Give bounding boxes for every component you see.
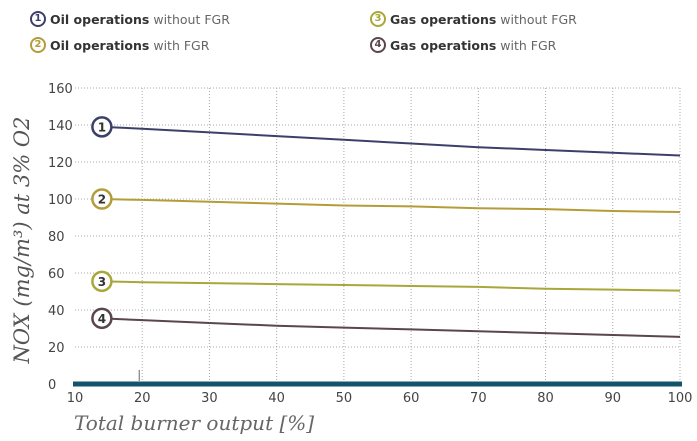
x-tick-label-100: 100 [668,391,693,406]
x-tick-label-50: 50 [336,391,353,406]
series-badge-label-2: 2 [98,193,106,207]
x-tick-label-80: 80 [537,391,554,406]
y-tick-label-120: 120 [48,156,73,171]
y-tick-label-20: 20 [48,341,65,356]
y-tick-label-100: 100 [48,193,73,208]
legend-badge-4: 4 [370,37,386,53]
series-badge-circle-3 [91,270,113,293]
y-tick-label-80: 80 [48,230,65,245]
series-badge-circle-1 [91,116,113,138]
series-line-4 [101,317,681,338]
legend-badge-2: 2 [30,37,46,53]
legend-item-2-subtitle: with FGR [153,37,210,53]
x-tick-label-40: 40 [268,391,285,406]
legend-item-2: 2 Oil operations with FGR [30,37,209,53]
x-tick-label-90: 90 [605,391,622,406]
series-badge-label-4: 4 [98,312,106,326]
series-badge-label-3: 3 [98,275,106,289]
y-tick-label-140: 140 [48,119,73,134]
series-badge-label-1: 1 [98,120,106,134]
legend-item-4: 4 Gas operations with FGR [370,37,556,53]
x-axis-label: Total burner output [%] [74,411,315,435]
x-tick-label-10: 10 [67,391,84,406]
y-axis-label-wrap: NOX (mg/m³) at 3% O2 [4,90,40,390]
y-tick-label-160: 160 [48,82,73,97]
series-badge-circle-4 [91,307,113,330]
x-tick-label-60: 60 [403,391,420,406]
y-tick-label-0: 0 [48,378,56,393]
legend-item-3: 3 Gas operations without FGR [370,11,577,27]
y-tick-label-60: 60 [48,267,65,282]
legend: 1 Oil operations without FGR 2 Oil opera… [30,11,690,61]
legend-item-2-title: Oil operations [50,37,150,53]
series-line-2 [101,198,681,213]
legend-item-3-subtitle: without FGR [500,11,577,27]
x-tick-label-70: 70 [470,391,487,406]
series-badge-circle-2 [91,188,113,210]
legend-item-4-subtitle: with FGR [500,37,557,53]
x-tick-label-20: 20 [134,391,151,406]
legend-item-1: 1 Oil operations without FGR [30,11,230,27]
x-tick-label-30: 30 [201,391,218,406]
y-axis-label: NOX (mg/m³) at 3% O2 [10,116,34,364]
legend-item-3-title: Gas operations [390,11,497,27]
legend-item-4-title: Gas operations [390,37,497,53]
y-tick-label-40: 40 [48,304,65,319]
legend-item-1-subtitle: without FGR [153,11,230,27]
legend-badge-3: 3 [370,11,386,27]
legend-badge-1: 1 [30,11,46,27]
legend-item-1-title: Oil operations [50,11,150,27]
series-line-3 [101,280,681,292]
series-line-1 [101,125,681,157]
